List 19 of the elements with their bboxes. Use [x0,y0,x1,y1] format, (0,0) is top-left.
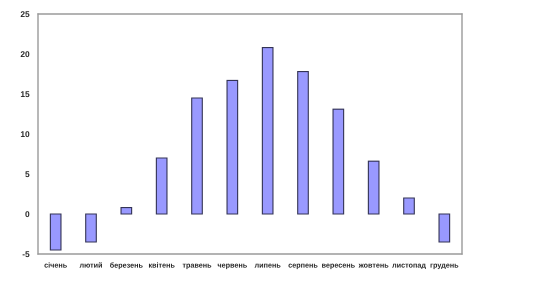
bar [332,108,344,215]
y-tick-label: 5 [25,171,30,178]
bar [120,207,132,215]
bar [297,71,309,215]
y-tick-label: 15 [20,91,30,98]
bar [438,213,450,243]
y-tick-label: 25 [20,11,30,18]
y-tick-label: -5 [22,251,30,258]
bar [403,197,415,215]
y-tick-label: 10 [20,131,30,138]
bar [50,213,62,251]
bar [191,97,203,215]
bar [226,80,238,215]
bar [85,213,97,243]
y-tick-label: 20 [20,51,30,58]
bar [262,47,274,215]
bar [368,160,380,215]
bar [156,157,168,215]
y-tick-label: 0 [25,211,30,218]
